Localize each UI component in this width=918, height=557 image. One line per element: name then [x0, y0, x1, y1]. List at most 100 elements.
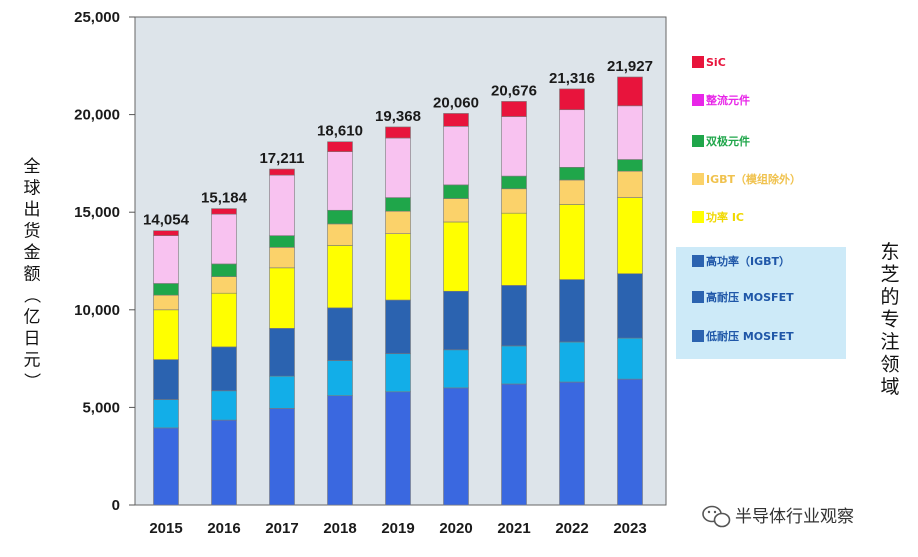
legend-item: 低耐压 MOSFET: [692, 329, 794, 343]
bar-segment: [443, 387, 469, 506]
bar-segment: [559, 279, 585, 343]
bar-segment: [385, 233, 411, 301]
x-ticks: 2015 2016 2017 2018 2019 2020 2021 2022 2023: [149, 520, 646, 537]
total-label: 14,054: [143, 212, 190, 229]
legend-swatch: [692, 211, 704, 223]
bars-layer: [153, 76, 643, 506]
bar-segment: [617, 378, 643, 506]
bar-segment: [443, 221, 469, 292]
bar-segment: [617, 273, 643, 339]
bar-segment: [327, 307, 353, 361]
bar-segment: [153, 230, 179, 236]
bar-segment: [443, 290, 469, 351]
y-axis-label-char: 亿: [24, 308, 41, 328]
x-tick-label: 2020: [439, 520, 472, 537]
y-tick-label: 10,000: [74, 302, 120, 319]
y-tick-label: 5,000: [82, 399, 120, 416]
bar-segment: [501, 383, 527, 506]
bar-segment: [501, 285, 527, 347]
legend-swatch: [692, 94, 704, 106]
legend-swatch: [692, 255, 704, 267]
y-axis-label-char: 元: [24, 351, 41, 371]
bar-segment: [327, 141, 353, 152]
legend-swatch: [692, 291, 704, 303]
y-axis-label-char: 额: [24, 265, 41, 285]
bar-segment: [269, 408, 295, 506]
y-tick-label: 20,000: [74, 107, 120, 124]
total-label: 18,610: [317, 123, 363, 140]
x-tick-label: 2015: [149, 520, 182, 537]
bar-segment: [501, 175, 527, 190]
bar-segment: [559, 109, 585, 168]
y-axis-label-char: （: [21, 287, 41, 304]
bar-segment: [327, 223, 353, 246]
bar-segment: [443, 113, 469, 127]
bar-segment: [211, 292, 237, 348]
legend-label: 整流元件: [705, 93, 750, 107]
legend-label: 低耐压 MOSFET: [705, 329, 794, 343]
legend-label: 双极元件: [706, 134, 750, 148]
side-label-char: 领: [880, 354, 899, 376]
bar-segment: [327, 151, 353, 211]
bar-segment: [385, 353, 411, 393]
y-axis-label-char: 日: [24, 329, 41, 349]
bar-segment: [211, 263, 237, 277]
bar-segment: [269, 247, 295, 269]
bar-segment: [211, 213, 237, 265]
legend-item: 整流元件: [692, 93, 750, 107]
total-label: 20,676: [491, 82, 537, 99]
legend-swatch: [692, 173, 704, 185]
bar-segment: [327, 209, 353, 225]
bar-segment: [153, 399, 179, 429]
bar-segment: [269, 235, 295, 248]
bar-segment: [385, 210, 411, 234]
total-label: 15,184: [201, 190, 248, 207]
total-label: 21,927: [607, 58, 653, 75]
bar-segment: [443, 126, 469, 186]
bar-segment: [385, 197, 411, 212]
y-axis-label-char: 金: [24, 243, 41, 263]
bar-segment: [385, 137, 411, 198]
legend-item: 双极元件: [692, 134, 750, 148]
legend-item: SiC: [692, 56, 726, 69]
bar-segment: [617, 337, 643, 380]
bar-segment: [617, 105, 643, 160]
bar-segment: [443, 198, 469, 223]
bar-segment: [443, 184, 469, 199]
bar-segment: [385, 299, 411, 355]
y-tick-label: 0: [112, 497, 120, 514]
bar-segment: [385, 126, 411, 139]
watermark-text: 半导体行业观察: [735, 507, 854, 527]
bar-segment: [211, 390, 237, 421]
y-axis-label-char: ）: [21, 373, 41, 390]
legend-swatch: [692, 135, 704, 147]
y-ticks: 0 5,000 10,000 15,000 20,000 25,000: [74, 9, 135, 514]
side-label-char: 专: [880, 309, 899, 331]
side-label-char: 芝: [880, 264, 899, 286]
bar-segment: [327, 360, 353, 396]
bar-segment: [385, 391, 411, 506]
bar-segment: [559, 179, 585, 205]
bar-segment: [153, 359, 179, 400]
bar-segment: [559, 204, 585, 280]
total-label: 21,316: [549, 70, 595, 87]
bar-segment: [501, 345, 527, 385]
bar-segment: [617, 76, 643, 107]
bar-segment: [153, 427, 179, 506]
y-axis-label-char: 货: [24, 222, 41, 242]
bar-segment: [559, 341, 585, 383]
y-tick-label: 15,000: [74, 204, 120, 221]
legend-highlight-box: [676, 247, 846, 359]
bar-segment: [501, 101, 527, 117]
bar-segment: [327, 395, 353, 506]
bar-segment: [153, 294, 179, 311]
wechat-icon: [702, 505, 731, 528]
bar-segment: [211, 419, 237, 506]
bar-segment: [327, 245, 353, 309]
legend-item: 功率 IC: [692, 210, 744, 224]
side-label-char: 的: [880, 286, 899, 308]
